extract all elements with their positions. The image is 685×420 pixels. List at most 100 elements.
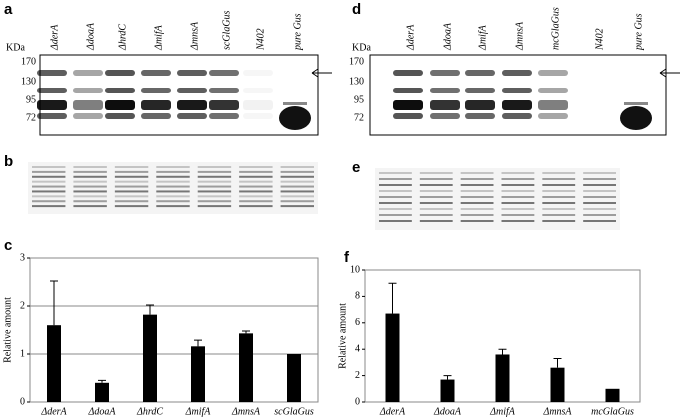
band xyxy=(141,100,171,110)
gel-band xyxy=(280,180,314,183)
band xyxy=(177,70,207,76)
lane-label: pure Gus xyxy=(633,13,644,51)
kda-unit: KDa xyxy=(6,42,25,53)
band xyxy=(105,70,135,76)
bar xyxy=(550,367,565,402)
band xyxy=(73,70,103,76)
gel-band xyxy=(583,214,616,216)
gel-band xyxy=(460,220,494,222)
gel-band xyxy=(156,195,190,198)
gel-band xyxy=(379,214,412,216)
band xyxy=(37,100,67,110)
band xyxy=(37,113,67,119)
band xyxy=(209,113,239,119)
gel-band xyxy=(156,185,190,188)
x-tick-label: ΔdoaA xyxy=(88,406,117,417)
band xyxy=(105,100,135,110)
band xyxy=(465,88,495,93)
lane-label: ΔmifA xyxy=(477,24,488,51)
gel-band xyxy=(460,214,494,216)
gel-band xyxy=(542,202,576,204)
band xyxy=(177,100,207,110)
gel-band xyxy=(239,180,273,183)
error-bar xyxy=(242,330,250,334)
error-bar xyxy=(98,379,106,383)
band xyxy=(538,88,568,93)
gel-band xyxy=(32,190,66,193)
lane-label: ΔmnsA xyxy=(514,21,525,51)
x-tick-label: ΔmnsA xyxy=(542,406,572,417)
gel-band xyxy=(32,195,66,198)
gel-band xyxy=(542,184,576,186)
band xyxy=(209,70,239,76)
arrow xyxy=(659,68,680,78)
gel-band xyxy=(156,180,190,183)
y-tick-label: 2 xyxy=(20,300,25,311)
gel-band xyxy=(114,180,149,183)
gel-band xyxy=(197,195,232,198)
gel-band xyxy=(460,172,494,174)
bar xyxy=(287,354,301,402)
error-bar xyxy=(50,280,58,326)
gel-band xyxy=(197,200,232,203)
band xyxy=(73,100,103,110)
gel-band xyxy=(239,175,273,178)
gel-band xyxy=(197,166,232,168)
band xyxy=(243,70,273,76)
y-tick-label: 3 xyxy=(20,252,25,263)
gel-band xyxy=(460,208,494,210)
gel-band xyxy=(501,214,535,216)
gel-band xyxy=(156,175,190,178)
kda-marker: 130 xyxy=(21,76,36,87)
band xyxy=(105,88,135,93)
gel-band xyxy=(73,205,107,208)
gel-band xyxy=(156,200,190,203)
kda-marker: 72 xyxy=(26,112,36,123)
band xyxy=(502,70,532,76)
gel-band xyxy=(280,185,314,188)
gel-band xyxy=(501,190,535,192)
gel-band xyxy=(501,202,535,204)
band xyxy=(73,113,103,119)
gel-band xyxy=(460,184,494,186)
lane-label: ΔdoaA xyxy=(442,22,453,51)
gel-band xyxy=(379,190,412,192)
band xyxy=(502,88,532,93)
gel-band xyxy=(583,220,616,222)
bar xyxy=(191,346,205,402)
gel-band xyxy=(114,200,149,203)
gel-band xyxy=(419,202,453,204)
error-bar xyxy=(443,375,452,380)
band xyxy=(243,88,273,93)
gel-band xyxy=(114,166,149,168)
plot-frame xyxy=(29,257,319,403)
band xyxy=(393,113,423,119)
band xyxy=(209,100,239,110)
gel-band xyxy=(583,208,616,210)
band xyxy=(620,106,652,130)
gel-band xyxy=(583,196,616,198)
band xyxy=(430,113,460,119)
gel-band xyxy=(379,202,412,204)
lane-label: N402 xyxy=(594,28,605,51)
gel-band xyxy=(73,190,107,193)
kda-marker: 130 xyxy=(349,76,364,87)
gel-band xyxy=(239,166,273,168)
gel-band xyxy=(280,195,314,198)
gel-band xyxy=(32,205,66,208)
lane-label: ΔderA xyxy=(405,24,416,51)
band xyxy=(105,113,135,119)
gel-band xyxy=(460,178,494,180)
x-tick-label: ΔmifA xyxy=(185,406,212,417)
gel-band xyxy=(197,185,232,188)
gel-frame xyxy=(375,168,620,230)
band xyxy=(37,70,67,76)
gel-band xyxy=(379,178,412,180)
gel-band xyxy=(114,195,149,198)
x-tick-label: ΔmnsA xyxy=(231,406,261,417)
y-axis-label: Relative amount xyxy=(2,297,13,363)
gel-band xyxy=(239,200,273,203)
panel-label: b xyxy=(4,153,13,170)
band xyxy=(465,113,495,119)
